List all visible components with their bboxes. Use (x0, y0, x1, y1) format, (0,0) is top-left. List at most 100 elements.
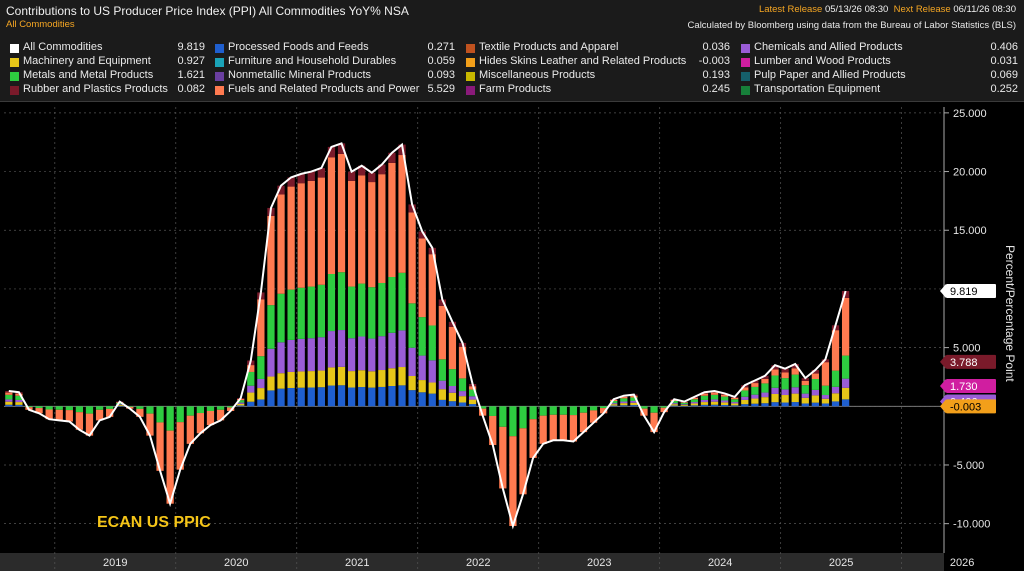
bar-segment (358, 336, 366, 371)
legend-item: Lumber and Wood Products 0.031 (741, 55, 1018, 68)
bar-segment (287, 371, 295, 388)
bar-segment (297, 183, 305, 288)
bar-segment (700, 404, 709, 407)
bar-segment (106, 408, 114, 417)
bar-segment (620, 398, 628, 402)
bar-segment (358, 387, 366, 407)
bar-segment (791, 402, 799, 407)
bar-segment (297, 371, 305, 388)
legend-name: Nonmetallic Mineral Products (228, 69, 372, 81)
bar-segment (559, 414, 567, 441)
bar-segment (720, 402, 729, 405)
bar-segment (277, 342, 285, 374)
legend-name: Furniture and Household Durables (228, 55, 397, 67)
bar-segment (519, 428, 527, 495)
calc-note: Calculated by Bloomberg using data from … (687, 20, 1016, 31)
bar-segment (700, 393, 709, 396)
bar-segment (489, 406, 497, 416)
legend-item: Textile Products and Apparel 0.036 (466, 41, 730, 54)
bar-segment (448, 386, 457, 393)
bar-segment (680, 404, 688, 406)
bar-segment (257, 378, 265, 389)
bar-segment (821, 403, 830, 407)
bar-segment (600, 408, 608, 414)
bar-segment (509, 436, 517, 527)
bar-segment (761, 383, 769, 393)
bar-segment (569, 415, 578, 442)
legend-item: Processed Foods and Feeds 0.271 (215, 41, 455, 54)
x-axis-bar (0, 553, 944, 571)
bar-segment (801, 378, 809, 381)
bar-segment (388, 276, 396, 333)
legend-item: Fuels and Related Products and Power 5.52… (215, 83, 455, 96)
bar-segment (539, 415, 547, 444)
bar-segment (610, 401, 618, 404)
bar-segment (358, 370, 366, 388)
bar-segment (277, 373, 285, 389)
x-tick-label: 2022 (466, 557, 490, 569)
bar-segment (418, 392, 426, 407)
bar-segment (448, 392, 457, 402)
bar-segment (347, 338, 356, 372)
y-axis-title-text: Percent/Percentage Point (1003, 245, 1017, 382)
bar-segment (680, 405, 688, 407)
legend-swatch (741, 44, 750, 53)
bar-segment (15, 404, 23, 407)
bar-segment (55, 409, 63, 421)
bar-segment (388, 162, 396, 277)
bar-segment (761, 392, 769, 398)
legend-value: 0.927 (177, 55, 205, 67)
legend-swatch (466, 72, 475, 81)
bar-segment (660, 406, 668, 408)
bar-segment (438, 380, 446, 390)
bar-segment (347, 387, 356, 407)
bar-segment (35, 406, 43, 409)
legend-value: 0.069 (990, 69, 1018, 81)
legend-name: Processed Foods and Feeds (228, 41, 369, 53)
bar-segment (156, 422, 164, 471)
legend-value: 0.406 (990, 41, 1018, 53)
release-info: Latest Release 05/13/26 08:30 Next Relea… (759, 4, 1016, 15)
bar-segment (247, 365, 255, 372)
value-badge (946, 354, 996, 369)
value-badge-label: -0.003 (950, 401, 981, 413)
bar-segment (358, 165, 366, 176)
bar-segment (650, 406, 658, 413)
bar-segment (438, 305, 446, 360)
legend-item: Pulp Paper and Allied Products 0.069 (741, 69, 1018, 82)
bar-segment (741, 399, 749, 405)
bar-segment (378, 386, 386, 407)
bar-segment (337, 272, 346, 331)
bar-segment (710, 394, 719, 400)
legend-swatch (466, 44, 475, 53)
bar-segment (579, 406, 588, 413)
bar-segment (136, 408, 144, 417)
bar-segment (85, 413, 94, 436)
bar-segment (529, 406, 537, 420)
chart-legend: All Commodities 9.819 Machinery and Equipm… (0, 41, 1024, 99)
bar-segment (408, 376, 416, 391)
watermark-ticker: ECAN US PPIC (97, 514, 211, 531)
bar-segment (297, 173, 305, 184)
bar-segment (35, 408, 43, 414)
bar-segment (831, 330, 840, 371)
bar-segment (5, 392, 13, 395)
bar-segment (65, 406, 73, 411)
bar-segment (458, 402, 467, 407)
bar-segment (408, 390, 416, 407)
bar-segment (166, 430, 174, 504)
bar-segment (670, 404, 678, 406)
bar-segment (317, 177, 325, 285)
bar-segment (45, 406, 53, 410)
bar-segment (418, 231, 426, 239)
bar-segment (287, 289, 295, 340)
legend-swatch (10, 44, 19, 53)
bar-segment (5, 404, 13, 407)
bar-segment (5, 399, 13, 402)
bar-segment (317, 284, 325, 338)
bar-segment (136, 406, 144, 409)
bar-segment (690, 402, 699, 404)
bar-segment (337, 143, 346, 154)
bar-segment (680, 402, 688, 405)
total-line (8, 142, 847, 530)
